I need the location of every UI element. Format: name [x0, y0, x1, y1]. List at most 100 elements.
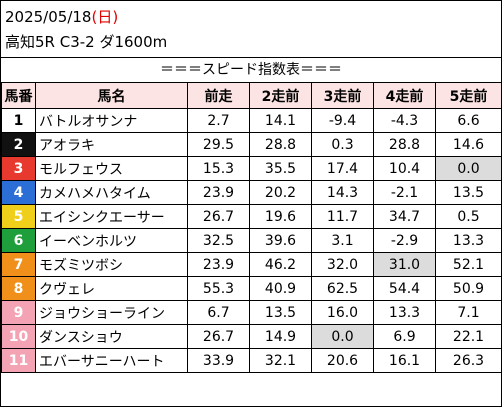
table-row: 3 モルフェウス 15.3 35.5 17.4 10.4 0.0 [1, 156, 502, 181]
horse-number-cell: 10 [1, 324, 36, 349]
speed-index-cell: 0.3 [311, 132, 374, 157]
speed-index-cell: 13.5 [435, 180, 502, 205]
horse-number-cell: 2 [1, 132, 36, 157]
horse-name-cell: バトルオサンナ [35, 108, 188, 133]
header-horse-number: 馬番 [1, 82, 36, 109]
header-4-races-ago: 4走前 [373, 82, 436, 109]
speed-index-cell: 40.9 [249, 276, 312, 301]
speed-index-cell: 46.2 [249, 252, 312, 277]
speed-index-cell: 34.7 [373, 204, 436, 229]
speed-index-cell: -2.1 [373, 180, 436, 205]
speed-index-cell: 62.5 [311, 276, 374, 301]
speed-index-cell: 26.7 [187, 204, 250, 229]
speed-index-cell: 10.4 [373, 156, 436, 181]
horse-name-cell: クヴェレ [35, 276, 188, 301]
speed-index-cell: -9.4 [311, 108, 374, 133]
horse-name-cell: イーベンホルツ [35, 228, 188, 253]
speed-index-cell: 29.5 [187, 132, 250, 157]
speed-index-cell: 20.6 [311, 348, 374, 373]
speed-index-cell: 32.5 [187, 228, 250, 253]
table-row: 9 ジョウショーライン 6.7 13.5 16.0 13.3 7.1 [1, 300, 502, 325]
speed-index-cell: 19.6 [249, 204, 312, 229]
speed-index-cell: 50.9 [435, 276, 502, 301]
horse-name-cell: モズミツボシ [35, 252, 188, 277]
speed-index-cell: 6.7 [187, 300, 250, 325]
table-title: ＝＝＝スピード指数表＝＝＝ [1, 57, 501, 82]
table-row: 1 バトルオサンナ 2.7 14.1 -9.4 -4.3 6.6 [1, 108, 502, 133]
speed-index-cell: 11.7 [311, 204, 374, 229]
race-date: 2025/05/18(日) [5, 7, 118, 27]
speed-index-cell: 0.0 [311, 324, 374, 349]
horse-number-cell: 7 [1, 252, 36, 277]
speed-index-cell: 32.0 [311, 252, 374, 277]
speed-index-cell: 32.1 [249, 348, 312, 373]
horse-name-cell: ダンスショウ [35, 324, 188, 349]
header-horse-name: 馬名 [35, 82, 188, 109]
horse-name-cell: ジョウショーライン [35, 300, 188, 325]
speed-index-cell: 0.0 [435, 156, 502, 181]
table-row: 8 クヴェレ 55.3 40.9 62.5 54.4 50.9 [1, 276, 502, 301]
horse-name-cell: アオラキ [35, 132, 188, 157]
table-row: 7 モズミツボシ 23.9 46.2 32.0 31.0 52.1 [1, 252, 502, 277]
speed-index-cell: 23.9 [187, 180, 250, 205]
speed-index-cell: 31.0 [373, 252, 436, 277]
speed-index-cell: 14.6 [435, 132, 502, 157]
race-info: 高知5R C3-2 ダ1600m [5, 33, 168, 51]
weekday-open-paren: ( [91, 8, 98, 26]
speed-index-cell: 26.3 [435, 348, 502, 373]
table-row: 5 エイシンクエーサー 26.7 19.6 11.7 34.7 0.5 [1, 204, 502, 229]
weekday-label: 日 [97, 8, 113, 26]
horse-number-cell: 4 [1, 180, 36, 205]
horse-name-cell: カメハメハタイム [35, 180, 188, 205]
table-row: 6 イーベンホルツ 32.5 39.6 3.1 -2.9 13.3 [1, 228, 502, 253]
speed-index-cell: 28.8 [373, 132, 436, 157]
speed-index-cell: 3.1 [311, 228, 374, 253]
speed-index-cell: 17.4 [311, 156, 374, 181]
speed-index-cell: 23.9 [187, 252, 250, 277]
speed-index-cell: 2.7 [187, 108, 250, 133]
speed-index-cell: 14.3 [311, 180, 374, 205]
horse-number-cell: 6 [1, 228, 36, 253]
speed-index-cell: 6.9 [373, 324, 436, 349]
speed-index-cell: 52.1 [435, 252, 502, 277]
speed-index-cell: 22.1 [435, 324, 502, 349]
table-row: 11 エバーサニーハート 33.9 32.1 20.6 16.1 26.3 [1, 348, 502, 373]
header-3-races-ago: 3走前 [311, 82, 374, 109]
speed-index-cell: 33.9 [187, 348, 250, 373]
horse-number-cell: 11 [1, 348, 36, 373]
speed-index-cell: 14.9 [249, 324, 312, 349]
speed-index-cell: 13.5 [249, 300, 312, 325]
horse-number-cell: 9 [1, 300, 36, 325]
horse-name-cell: エイシンクエーサー [35, 204, 188, 229]
speed-index-cell: -2.9 [373, 228, 436, 253]
speed-index-cell: 16.1 [373, 348, 436, 373]
speed-index-cell: 7.1 [435, 300, 502, 325]
speed-index-cell: 26.7 [187, 324, 250, 349]
date-text: 2025/05/18 [5, 8, 92, 26]
horse-name-cell: モルフェウス [35, 156, 188, 181]
speed-index-cell: 28.8 [249, 132, 312, 157]
horse-number-cell: 8 [1, 276, 36, 301]
speed-index-cell: 35.5 [249, 156, 312, 181]
table-row: 10 ダンスショウ 26.7 14.9 0.0 6.9 22.1 [1, 324, 502, 349]
weekday-close-paren: ) [112, 8, 119, 26]
speed-index-cell: 16.0 [311, 300, 374, 325]
speed-index-cell: -4.3 [373, 108, 436, 133]
horse-number-cell: 1 [1, 108, 36, 133]
header-5-races-ago: 5走前 [435, 82, 502, 109]
speed-index-cell: 39.6 [249, 228, 312, 253]
table-row: 2 アオラキ 29.5 28.8 0.3 28.8 14.6 [1, 132, 502, 157]
speed-index-cell: 55.3 [187, 276, 250, 301]
horse-name-cell: エバーサニーハート [35, 348, 188, 373]
speed-index-cell: 13.3 [435, 228, 502, 253]
horse-number-cell: 5 [1, 204, 36, 229]
speed-index-cell: 54.4 [373, 276, 436, 301]
speed-index-table: 馬番 馬名 前走 2走前 3走前 4走前 5走前 1 バトルオサンナ 2.7 14.1… [1, 82, 502, 373]
table-row: 4 カメハメハタイム 23.9 20.2 14.3 -2.1 13.5 [1, 180, 502, 205]
speed-index-cell: 13.3 [373, 300, 436, 325]
header-last-race: 前走 [187, 82, 250, 109]
table-header-row: 馬番 馬名 前走 2走前 3走前 4走前 5走前 [1, 82, 502, 109]
speed-index-cell: 15.3 [187, 156, 250, 181]
speed-index-cell: 0.5 [435, 204, 502, 229]
